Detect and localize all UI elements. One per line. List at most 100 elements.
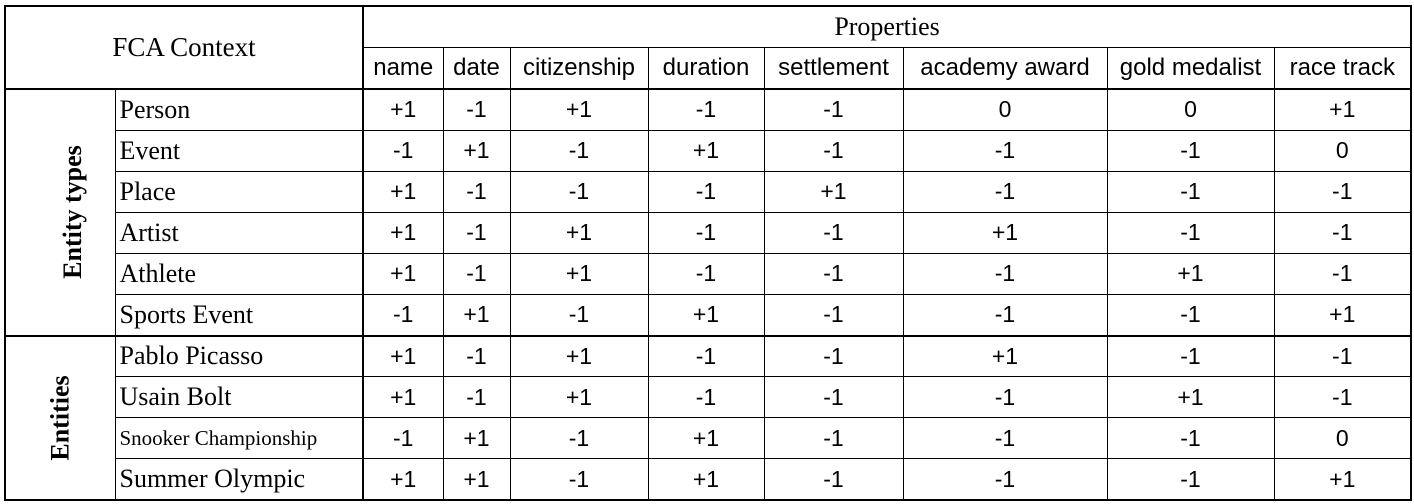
table-cell: 0 xyxy=(1106,87,1275,131)
table-cell: -1 xyxy=(362,417,444,460)
table-cell: +1 xyxy=(902,211,1108,254)
table-cell: +1 xyxy=(509,252,649,295)
table-cell: -1 xyxy=(647,211,765,254)
fca-context-header: FCA Context xyxy=(4,5,364,90)
table-cell: +1 xyxy=(1273,87,1413,131)
row-label: Place xyxy=(114,170,364,213)
table-cell: +1 xyxy=(647,293,765,337)
table-cell: +1 xyxy=(509,376,649,419)
table-cell: -1 xyxy=(1106,293,1275,337)
table-cell: +1 xyxy=(442,129,511,172)
table-cell: -1 xyxy=(1106,334,1275,378)
table-cell: -1 xyxy=(509,129,649,172)
table-row: Summer Olympic +1 +1 -1 +1 -1 -1 -1 +1 xyxy=(5,458,1413,502)
table-cell: +1 xyxy=(362,170,444,213)
table-cell: +1 xyxy=(362,211,444,254)
table-cell: -1 xyxy=(763,129,904,172)
table-cell: +1 xyxy=(509,87,649,131)
table-cell: -1 xyxy=(1273,252,1413,295)
column-header-race-track: race track xyxy=(1273,47,1413,90)
table-cell: +1 xyxy=(442,293,511,337)
row-label: Artist xyxy=(114,211,364,254)
table-cell: -1 xyxy=(509,458,649,502)
table-cell: -1 xyxy=(442,170,511,213)
table-cell: -1 xyxy=(1273,211,1413,254)
table-cell: -1 xyxy=(1273,376,1413,419)
table-cell: -1 xyxy=(902,417,1108,460)
table-cell: -1 xyxy=(1106,129,1275,172)
table-cell: +1 xyxy=(1106,376,1275,419)
table-cell: -1 xyxy=(647,252,765,295)
table-cell: -1 xyxy=(509,170,649,213)
table-cell: -1 xyxy=(442,376,511,419)
entity-types-group-label: Entity types xyxy=(4,88,116,337)
table-row: Entities Pablo Picasso +1 -1 +1 -1 -1 +1… xyxy=(4,334,1413,502)
table-cell: -1 xyxy=(362,129,444,172)
table-cell: +1 xyxy=(509,211,649,254)
table-cell: -1 xyxy=(362,293,444,337)
table-cell: 0 xyxy=(902,87,1108,131)
row-label: Summer Olympic xyxy=(114,458,364,502)
table-cell: -1 xyxy=(763,376,904,419)
table-cell: -1 xyxy=(647,170,765,213)
column-header-citizenship: citizenship xyxy=(509,47,649,90)
table-cell: -1 xyxy=(902,458,1108,502)
table-cell: -1 xyxy=(1106,417,1275,460)
table-cell: -1 xyxy=(1273,170,1413,213)
table-cell: -1 xyxy=(902,170,1108,213)
table-row: Usain Bolt +1 -1 +1 -1 -1 -1 +1 -1 xyxy=(5,376,1413,419)
table-cell: -1 xyxy=(1106,458,1275,502)
table-cell: -1 xyxy=(442,87,511,131)
properties-header: Properties xyxy=(362,5,1413,48)
row-label: Pablo Picasso xyxy=(114,334,364,378)
table-cell: -1 xyxy=(1273,334,1413,378)
table-cell: +1 xyxy=(442,458,511,502)
table-cell: +1 xyxy=(647,417,765,460)
table-row: Entity types Person +1 -1 +1 -1 -1 0 0 +… xyxy=(4,87,1413,337)
table-cell: +1 xyxy=(362,458,444,502)
table-cell: +1 xyxy=(647,458,765,502)
table-cell: +1 xyxy=(509,334,649,378)
table-cell: 0 xyxy=(1273,417,1413,460)
column-header-duration: duration xyxy=(647,47,765,90)
table-cell: -1 xyxy=(763,293,904,337)
column-header-settlement: settlement xyxy=(763,47,904,90)
table-cell: +1 xyxy=(902,334,1108,378)
column-header-gold-medalist: gold medalist xyxy=(1106,47,1275,90)
table-cell: -1 xyxy=(902,376,1108,419)
table-cell: -1 xyxy=(442,334,511,378)
table-cell: -1 xyxy=(1106,170,1275,213)
table-cell: -1 xyxy=(763,334,904,378)
table-cell: +1 xyxy=(362,87,444,131)
table-cell: -1 xyxy=(1106,211,1275,254)
table-cell: -1 xyxy=(509,417,649,460)
row-label: Sports Event xyxy=(114,293,364,337)
table-cell: +1 xyxy=(362,252,444,295)
row-label: Event xyxy=(114,129,364,172)
table-cell: -1 xyxy=(647,87,765,131)
table-row: Athlete +1 -1 +1 -1 -1 -1 +1 -1 xyxy=(5,252,1413,295)
table-cell: 0 xyxy=(1273,129,1413,172)
table-cell: -1 xyxy=(763,417,904,460)
table-cell: -1 xyxy=(763,211,904,254)
table-cell: -1 xyxy=(763,458,904,502)
table-cell: +1 xyxy=(362,376,444,419)
table-cell: -1 xyxy=(902,252,1108,295)
table-row: Event -1 +1 -1 +1 -1 -1 -1 0 xyxy=(5,129,1413,172)
table-row: Sports Event -1 +1 -1 +1 -1 -1 -1 +1 xyxy=(5,293,1413,337)
row-label: Athlete xyxy=(114,252,364,295)
column-header-name: name xyxy=(362,47,444,90)
table-cell: -1 xyxy=(509,293,649,337)
table-cell: -1 xyxy=(763,87,904,131)
row-label: Usain Bolt xyxy=(114,376,364,419)
table-row: Snooker Championship -1 +1 -1 +1 -1 -1 -… xyxy=(5,417,1413,460)
table-cell: -1 xyxy=(647,334,765,378)
table-cell: -1 xyxy=(647,376,765,419)
fca-context-table: FCA Context Properties name date citizen… xyxy=(4,5,1413,502)
table-cell: -1 xyxy=(442,252,511,295)
table-cell: +1 xyxy=(442,417,511,460)
column-header-academy-award: academy award xyxy=(902,47,1108,90)
table-cell: -1 xyxy=(442,211,511,254)
entity-types-label: Entity types xyxy=(57,145,87,280)
table-cell: -1 xyxy=(763,252,904,295)
